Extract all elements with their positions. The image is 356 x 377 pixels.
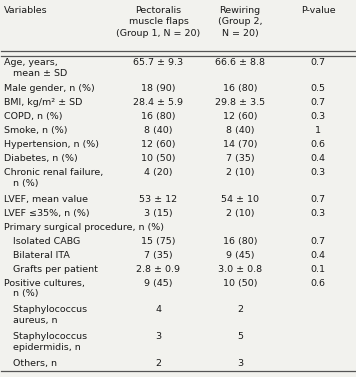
Text: 3: 3 bbox=[156, 332, 162, 341]
Text: 0.6: 0.6 bbox=[310, 279, 326, 288]
Text: 1: 1 bbox=[315, 126, 321, 135]
Text: 7 (35): 7 (35) bbox=[144, 251, 173, 260]
Text: Positive cultures,
   n (%): Positive cultures, n (%) bbox=[4, 279, 85, 298]
Text: LVEF ≤35%, n (%): LVEF ≤35%, n (%) bbox=[4, 209, 90, 218]
Text: 16 (80): 16 (80) bbox=[141, 112, 176, 121]
Text: 4 (20): 4 (20) bbox=[144, 168, 173, 177]
Text: 3: 3 bbox=[237, 359, 243, 368]
Text: 2.8 ± 0.9: 2.8 ± 0.9 bbox=[136, 265, 180, 274]
Text: Staphylococcus
   epidermidis, n: Staphylococcus epidermidis, n bbox=[4, 332, 87, 352]
Text: 66.6 ± 8.8: 66.6 ± 8.8 bbox=[215, 58, 265, 67]
Text: Isolated CABG: Isolated CABG bbox=[4, 237, 80, 246]
Text: BMI, kg/m² ± SD: BMI, kg/m² ± SD bbox=[4, 98, 83, 107]
Text: 65.7 ± 9.3: 65.7 ± 9.3 bbox=[134, 58, 184, 67]
Text: Pectoralis
muscle flaps
(Group 1, N = 20): Pectoralis muscle flaps (Group 1, N = 20… bbox=[116, 6, 201, 38]
Text: Variables: Variables bbox=[4, 6, 48, 15]
Text: 3.0 ± 0.8: 3.0 ± 0.8 bbox=[218, 265, 262, 274]
Text: 10 (50): 10 (50) bbox=[141, 154, 176, 163]
Text: 14 (70): 14 (70) bbox=[223, 140, 257, 149]
Text: 0.6: 0.6 bbox=[310, 140, 326, 149]
Text: Staphylococcus
   aureus, n: Staphylococcus aureus, n bbox=[4, 305, 87, 325]
Text: 2 (10): 2 (10) bbox=[226, 168, 254, 177]
Text: 0.3: 0.3 bbox=[310, 168, 326, 177]
Text: Rewiring
(Group 2,
N = 20): Rewiring (Group 2, N = 20) bbox=[218, 6, 262, 38]
Text: 2: 2 bbox=[156, 359, 162, 368]
Text: 0.4: 0.4 bbox=[310, 251, 326, 260]
Text: COPD, n (%): COPD, n (%) bbox=[4, 112, 63, 121]
Text: 7 (35): 7 (35) bbox=[226, 154, 255, 163]
Text: P-value: P-value bbox=[301, 6, 335, 15]
Text: 0.3: 0.3 bbox=[310, 112, 326, 121]
Text: Hypertension, n (%): Hypertension, n (%) bbox=[4, 140, 99, 149]
Text: 2: 2 bbox=[237, 305, 243, 314]
Text: 8 (40): 8 (40) bbox=[226, 126, 254, 135]
Text: 2 (10): 2 (10) bbox=[226, 209, 254, 218]
Text: 0.7: 0.7 bbox=[310, 58, 326, 67]
Text: 16 (80): 16 (80) bbox=[223, 237, 257, 246]
Text: 9 (45): 9 (45) bbox=[144, 279, 173, 288]
Text: 0.7: 0.7 bbox=[310, 98, 326, 107]
Text: Diabetes, n (%): Diabetes, n (%) bbox=[4, 154, 78, 163]
Text: 0.7: 0.7 bbox=[310, 237, 326, 246]
Text: 54 ± 10: 54 ± 10 bbox=[221, 195, 259, 204]
Text: 8 (40): 8 (40) bbox=[144, 126, 173, 135]
Text: 15 (75): 15 (75) bbox=[141, 237, 176, 246]
Text: Male gender, n (%): Male gender, n (%) bbox=[4, 84, 95, 93]
Text: 29.8 ± 3.5: 29.8 ± 3.5 bbox=[215, 98, 265, 107]
Text: Bilateral ITA: Bilateral ITA bbox=[4, 251, 70, 260]
Text: 9 (45): 9 (45) bbox=[226, 251, 254, 260]
Text: 0.3: 0.3 bbox=[310, 209, 326, 218]
Text: 4: 4 bbox=[156, 305, 162, 314]
Text: Smoke, n (%): Smoke, n (%) bbox=[4, 126, 68, 135]
Text: 28.4 ± 5.9: 28.4 ± 5.9 bbox=[134, 98, 183, 107]
Text: Others, n: Others, n bbox=[4, 359, 57, 368]
Text: 3 (15): 3 (15) bbox=[144, 209, 173, 218]
Text: Grafts per patient: Grafts per patient bbox=[4, 265, 98, 274]
Text: Chronic renal failure,
   n (%): Chronic renal failure, n (%) bbox=[4, 168, 104, 188]
Text: 0.4: 0.4 bbox=[310, 154, 326, 163]
Text: 5: 5 bbox=[237, 332, 243, 341]
Text: 18 (90): 18 (90) bbox=[141, 84, 176, 93]
Text: 12 (60): 12 (60) bbox=[223, 112, 257, 121]
Text: 10 (50): 10 (50) bbox=[223, 279, 257, 288]
Text: 0.1: 0.1 bbox=[310, 265, 326, 274]
Text: 16 (80): 16 (80) bbox=[223, 84, 257, 93]
Text: 0.7: 0.7 bbox=[310, 195, 326, 204]
Text: LVEF, mean value: LVEF, mean value bbox=[4, 195, 88, 204]
Text: Primary surgical procedure, n (%): Primary surgical procedure, n (%) bbox=[4, 223, 164, 232]
Text: 12 (60): 12 (60) bbox=[141, 140, 176, 149]
Text: 53 ± 12: 53 ± 12 bbox=[140, 195, 178, 204]
Text: 0.5: 0.5 bbox=[310, 84, 326, 93]
Text: Age, years,
   mean ± SD: Age, years, mean ± SD bbox=[4, 58, 68, 78]
